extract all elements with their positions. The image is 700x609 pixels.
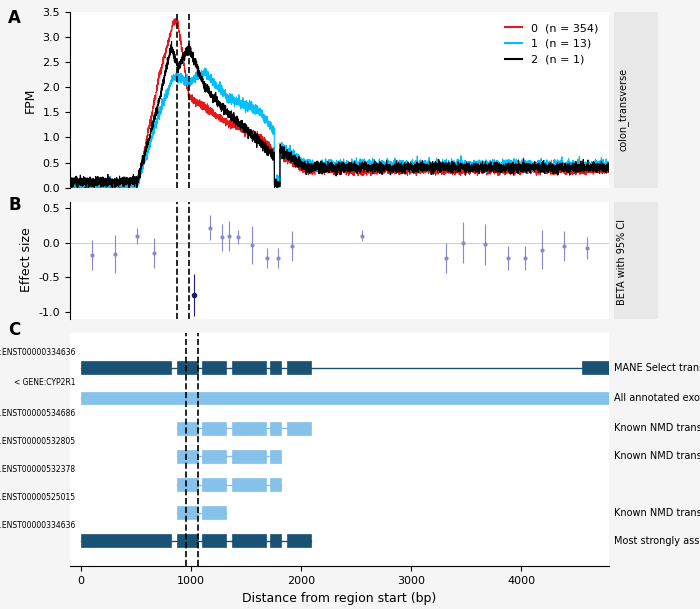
Text: < ENSG00000186104.grp_1.contained.ENST00000534686: < ENSG00000186104.grp_1.contained.ENST00… [0, 409, 76, 418]
Bar [176, 478, 197, 491]
Text: BETA with 95% CI: BETA with 95% CI [617, 219, 627, 305]
Bar [232, 361, 266, 374]
Bar [202, 478, 226, 491]
Bar [615, 12, 657, 188]
Bar [202, 534, 226, 547]
Text: < ENSG00000186104.grp_1.contained.ENST00000525015: < ENSG00000186104.grp_1.contained.ENST00… [0, 493, 76, 502]
X-axis label: Distance from region start (bp): Distance from region start (bp) [242, 592, 437, 605]
Text: All annotated exons: All annotated exons [615, 393, 700, 403]
Bar [202, 506, 226, 519]
Text: < ENSG00000186104.grp_1.contained.ENST00000334636: < ENSG00000186104.grp_1.contained.ENST00… [0, 521, 76, 530]
Bar [287, 534, 311, 547]
Bar [176, 422, 197, 435]
Bar [270, 478, 281, 491]
Bar [287, 422, 311, 435]
Y-axis label: FPM: FPM [24, 87, 37, 113]
Bar [176, 506, 197, 519]
Bar [202, 450, 226, 463]
Text: < ENSG00000186104.grp_1.contained.ENST00000532805: < ENSG00000186104.grp_1.contained.ENST00… [0, 437, 76, 446]
Bar [81, 392, 609, 404]
Text: Most strongly associated transcript: Most strongly associated transcript [615, 536, 700, 546]
Bar [202, 361, 226, 374]
Text: MANE Select transcript: MANE Select transcript [615, 362, 700, 373]
Bar [270, 361, 281, 374]
Text: < GENE:CYP2R1:ENST00000334636: < GENE:CYP2R1:ENST00000334636 [0, 348, 76, 357]
Bar [232, 422, 266, 435]
Bar [176, 534, 197, 547]
Bar [202, 422, 226, 435]
Text: Known NMD transcrpript: Known NMD transcrpript [615, 507, 700, 518]
Text: Known NMD transcrpript: Known NMD transcrpript [615, 451, 700, 462]
Bar [232, 450, 266, 463]
Bar [232, 478, 266, 491]
Text: colon_transverse: colon_transverse [617, 68, 629, 151]
Bar [270, 450, 281, 463]
Bar [232, 534, 266, 547]
Bar [176, 450, 197, 463]
Legend: 0  (n = 354), 1  (n = 13), 2  (n = 1): 0 (n = 354), 1 (n = 13), 2 (n = 1) [499, 18, 603, 70]
Text: B: B [8, 195, 20, 214]
Bar [81, 361, 172, 374]
Bar [270, 534, 281, 547]
Bar [287, 361, 311, 374]
Text: < GENE:CYP2R1: < GENE:CYP2R1 [14, 378, 76, 387]
Bar [176, 361, 197, 374]
Bar [270, 422, 281, 435]
Bar [582, 361, 609, 374]
Text: < ENSG00000186104.grp_1.contained.ENST00000532378: < ENSG00000186104.grp_1.contained.ENST00… [0, 465, 76, 474]
Bar [615, 202, 657, 319]
Text: A: A [8, 9, 21, 27]
Bar [81, 534, 172, 547]
Y-axis label: Effect size: Effect size [20, 228, 33, 292]
Text: C: C [8, 321, 20, 339]
Text: Known NMD transcrpript: Known NMD transcrpript [615, 423, 700, 434]
